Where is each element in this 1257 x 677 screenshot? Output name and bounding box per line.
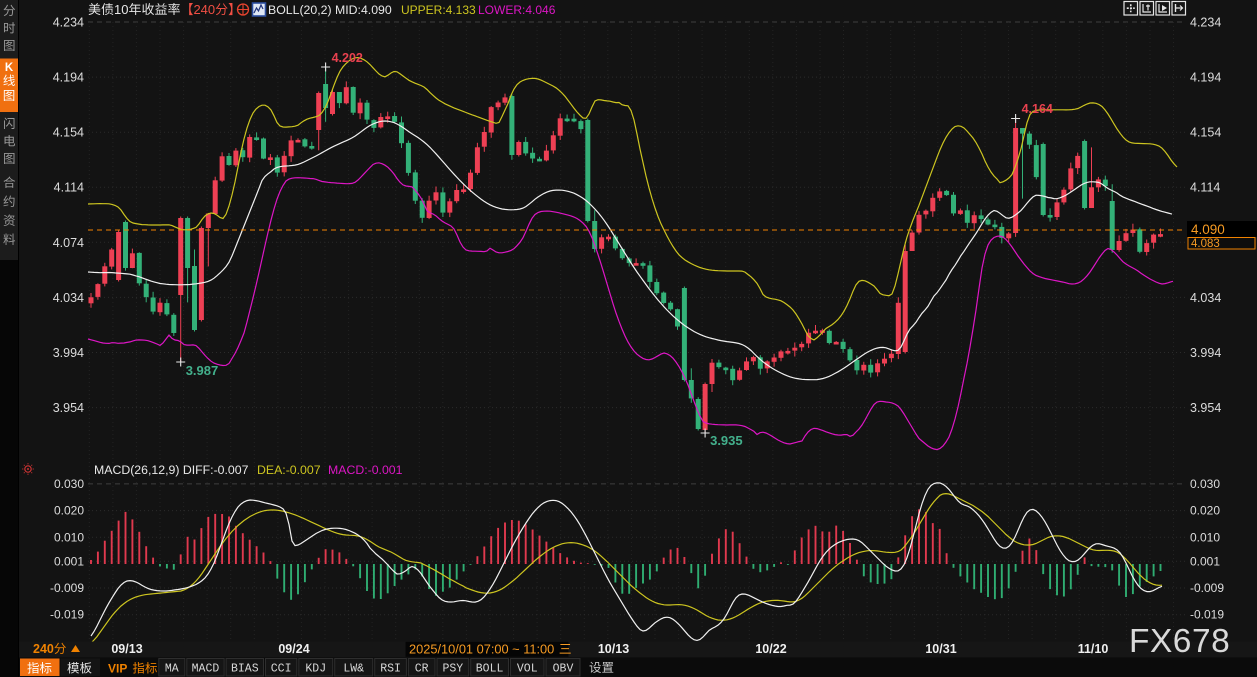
- svg-text:4.083: 4.083: [1191, 238, 1220, 250]
- svg-text:0.010: 0.010: [54, 530, 84, 544]
- svg-text:MACD:-0.001: MACD:-0.001: [328, 463, 403, 477]
- svg-text:CR: CR: [415, 663, 429, 676]
- svg-text:4.034: 4.034: [1190, 291, 1221, 305]
- svg-text:PSY: PSY: [442, 663, 463, 676]
- svg-text:240: 240: [33, 642, 54, 656]
- svg-text:-0.019: -0.019: [1190, 608, 1224, 622]
- svg-text:4.074: 4.074: [53, 236, 84, 250]
- svg-text:-0.019: -0.019: [50, 608, 84, 622]
- svg-text:RSI: RSI: [380, 663, 401, 676]
- svg-text:3.994: 3.994: [53, 346, 84, 360]
- svg-text:4.090: 4.090: [1191, 222, 1225, 237]
- svg-text:UPPER:4.133: UPPER:4.133: [401, 3, 476, 17]
- svg-text:3.987: 3.987: [186, 363, 219, 378]
- svg-text:LW&: LW&: [343, 663, 364, 676]
- svg-text:0.030: 0.030: [54, 477, 84, 491]
- svg-text:OBV: OBV: [553, 663, 574, 676]
- svg-text:VOL: VOL: [517, 663, 538, 676]
- svg-text:-0.009: -0.009: [50, 581, 84, 595]
- svg-text:2025/10/01 07:00 ~ 11:00: 2025/10/01 07:00 ~ 11:00: [409, 642, 554, 657]
- svg-text:FX678: FX678: [1129, 623, 1230, 660]
- svg-text:10/22: 10/22: [755, 642, 786, 656]
- svg-text:CCI: CCI: [271, 663, 292, 676]
- svg-text:LOWER:4.046: LOWER:4.046: [478, 3, 556, 17]
- svg-text:BIAS: BIAS: [231, 663, 259, 676]
- svg-text:240: 240: [193, 2, 215, 17]
- svg-text:11/10: 11/10: [1078, 642, 1109, 656]
- svg-text:4.034: 4.034: [53, 291, 84, 305]
- svg-text:BOLL(20,2) MID:4.090: BOLL(20,2) MID:4.090: [268, 3, 392, 17]
- svg-text:4.154: 4.154: [1190, 126, 1221, 140]
- svg-text:4.114: 4.114: [1190, 181, 1220, 195]
- svg-text:09/13: 09/13: [111, 642, 142, 656]
- svg-text:4.194: 4.194: [1190, 71, 1221, 85]
- svg-text:0.001: 0.001: [54, 554, 84, 568]
- svg-text:-0.009: -0.009: [1190, 581, 1224, 595]
- svg-text:0.001: 0.001: [1190, 554, 1220, 568]
- svg-text:0.020: 0.020: [54, 504, 84, 518]
- svg-text:KDJ: KDJ: [305, 663, 326, 676]
- svg-text:4.164: 4.164: [1022, 102, 1053, 116]
- svg-text:4.234: 4.234: [1190, 16, 1221, 30]
- svg-text:BOLL: BOLL: [476, 663, 504, 676]
- svg-text:3.935: 3.935: [710, 433, 743, 448]
- svg-text:3.954: 3.954: [1190, 401, 1221, 415]
- svg-text:4.154: 4.154: [53, 126, 84, 140]
- svg-text:3.954: 3.954: [53, 401, 84, 415]
- svg-text:VIP: VIP: [108, 662, 127, 676]
- svg-text:4.194: 4.194: [53, 71, 84, 85]
- svg-text:0.030: 0.030: [1190, 477, 1220, 491]
- svg-text:10: 10: [114, 2, 128, 17]
- svg-text:3.994: 3.994: [1190, 346, 1221, 360]
- svg-text:K: K: [5, 62, 14, 74]
- svg-text:4.234: 4.234: [53, 16, 84, 30]
- svg-text:MACD: MACD: [192, 663, 220, 676]
- svg-text:0.010: 0.010: [1190, 530, 1220, 544]
- svg-text:0.020: 0.020: [1190, 504, 1220, 518]
- svg-text:10/13: 10/13: [598, 642, 629, 656]
- svg-text:MA: MA: [165, 663, 179, 676]
- svg-text:10/31: 10/31: [925, 642, 956, 656]
- svg-text:MACD(26,12,9) DIFF:-0.007: MACD(26,12,9) DIFF:-0.007: [94, 463, 249, 477]
- svg-text:09/24: 09/24: [278, 642, 309, 656]
- svg-text:4.114: 4.114: [54, 181, 84, 195]
- svg-text:DEA:-0.007: DEA:-0.007: [257, 463, 321, 477]
- svg-text:4.202: 4.202: [332, 51, 363, 65]
